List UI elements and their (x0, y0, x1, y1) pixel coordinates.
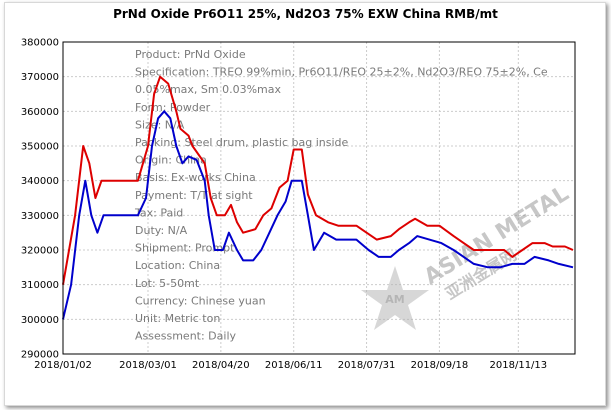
y-axis: 290000 300000 310000 320000 330000 340000 3500… (21, 38, 59, 361)
y-tick-label: 370000 (21, 72, 59, 83)
x-tick-label: 2018/03/01 (119, 360, 177, 371)
grid (63, 42, 575, 354)
spec-line: Assessment: Daily (135, 330, 237, 343)
star-logo-icon (361, 266, 429, 330)
x-tick-label: 2018/07/31 (338, 360, 396, 371)
plot-border (62, 41, 576, 355)
x-tick-label: 2018/04/20 (192, 360, 250, 371)
spec-line: Payment: T/T at sight (135, 189, 253, 202)
y-tick-label: 320000 (21, 246, 59, 257)
spec-line: Location: China (135, 259, 220, 272)
y-tick-label: 350000 (21, 142, 59, 153)
spec-line: Tax: Paid (134, 206, 183, 219)
x-tick-label: 2018/01/02 (34, 360, 92, 371)
spec-line: Lot: 5-50mt (135, 277, 200, 290)
spec-line: Basis: Ex-works China (135, 171, 256, 184)
series-line-low (62, 110, 574, 320)
watermark-badge: AM (385, 293, 404, 306)
spec-line: Packing: Steel drum, plastic bag inside (135, 136, 349, 149)
x-tick-label: 2018/06/11 (265, 360, 323, 371)
spec-line: Currency: Chinese yuan (135, 294, 266, 307)
series-line-high (62, 75, 574, 285)
y-tick-label: 380000 (21, 38, 59, 49)
x-tick-label: 2018/11/13 (490, 360, 548, 371)
x-tick-label: 2018/09/18 (411, 360, 469, 371)
spec-text-block: Product: PrNd Oxide Specification: TREO 9… (134, 48, 548, 343)
y-tick-label: 360000 (21, 107, 59, 118)
y-tick-label: 330000 (21, 211, 59, 222)
y-tick-label: 290000 (21, 350, 59, 361)
spec-line: Unit: Metric ton (135, 312, 220, 325)
series-lines (62, 75, 574, 320)
y-tick-label: 310000 (21, 280, 59, 291)
spec-line: Specification: TREO 99%min, Pr6O11/REO 2… (135, 66, 548, 79)
y-tick-label: 300000 (21, 315, 59, 326)
spec-line: Product: PrNd Oxide (135, 48, 246, 61)
y-tick-label: 340000 (21, 176, 59, 187)
spec-line: Size: N/A (135, 118, 185, 131)
chart-title: PrNd Oxide Pr6O11 25%, Nd2O3 75% EXW Chi… (113, 7, 498, 21)
spec-line: Duty: N/A (135, 224, 188, 237)
x-axis: 2018/01/02 2018/03/01 2018/04/20 2018/06/11… (34, 360, 547, 371)
spec-line: Shipment: Prompt (135, 242, 235, 255)
